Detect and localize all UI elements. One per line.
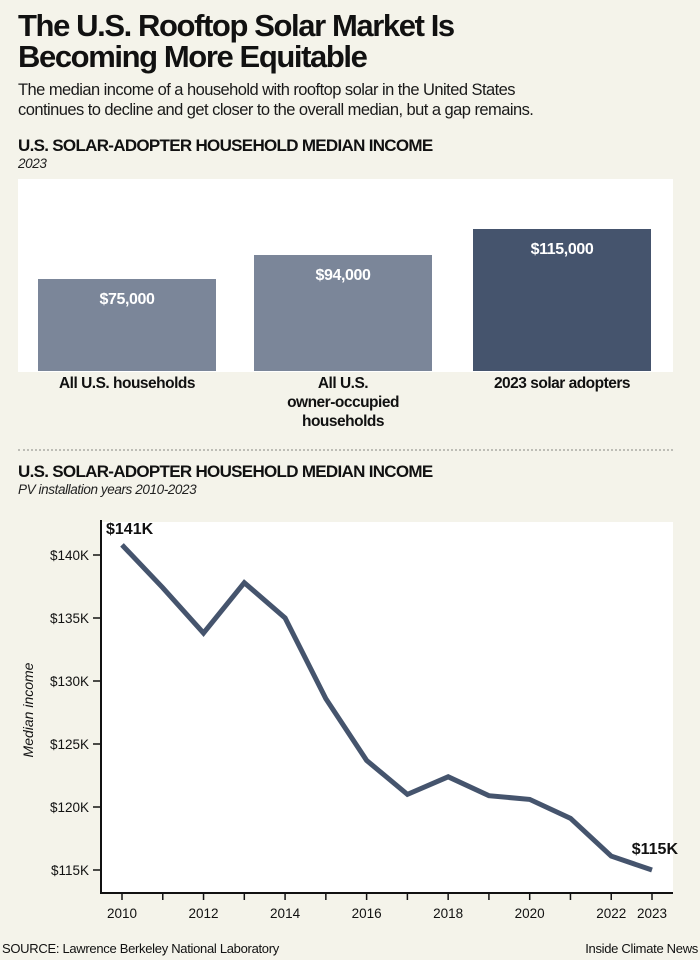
bar-category-label: 2023 solar adopters <box>453 374 671 393</box>
line-chart-subtitle: PV installation years 2010-2023 <box>18 482 197 497</box>
y-tick-label: $140K <box>50 548 89 563</box>
bar-category-line: All U.S. <box>317 375 369 392</box>
x-axis-ticks: 2010 2012 2014 2016 2018 2020 2022 2023 <box>107 893 667 921</box>
section-divider <box>18 449 673 451</box>
series-points <box>121 544 653 871</box>
title-line-1: The U.S. Rooftop Solar Market Is <box>18 8 455 43</box>
y-axis-ticks: $115K $120K $125K $130K $135K $140K <box>50 548 101 878</box>
bar-1: $75,000 <box>38 278 216 371</box>
bar-value-label: $115,000 <box>530 241 594 259</box>
bar-2: $94,000 <box>254 255 432 371</box>
bar-3: $115,000 <box>473 229 651 371</box>
annotations: $141K $115K <box>106 521 678 858</box>
page-subtitle: The median income of a household with ro… <box>18 80 698 120</box>
source-note: SOURCE: Lawrence Berkeley National Labor… <box>2 941 279 956</box>
line-chart: $115K$120K$125K$130K$135K$140K 2010 2012 2… <box>20 520 678 921</box>
line-chart-title: U.S. SOLAR-ADOPTER HOUSEHOLD MEDIAN INCO… <box>18 462 433 481</box>
y-axis-label: Median income <box>20 662 36 757</box>
y-tick-label: $115K <box>51 863 89 878</box>
subtitle-line-2: continues to decline and get closer to t… <box>18 101 534 119</box>
y-tick-label: $125K <box>50 737 89 752</box>
series-line <box>120 543 653 873</box>
x-tick-label: 2010 <box>107 906 137 921</box>
x-tick-label: 2023 <box>637 906 667 921</box>
bar-chart: $75,000 All U.S. households $94,000 All U.S… <box>0 0 700 440</box>
bar-value-label: $94,000 <box>315 267 371 285</box>
bar-category-line: households <box>302 413 384 430</box>
line-chart-panel <box>101 522 673 893</box>
bar-category-line: All U.S. households <box>58 375 196 392</box>
bar-chart-title: U.S. SOLAR-ADOPTER HOUSEHOLD MEDIAN INCO… <box>18 136 433 155</box>
subtitle-line-1: The median income of a household with ro… <box>18 81 516 99</box>
page-title: The U.S. Rooftop Solar Market Is Becomin… <box>18 10 688 72</box>
bar-category-line: owner-occupied <box>287 394 399 411</box>
y-tick-label: $120K <box>50 800 89 815</box>
bar-category-label: All U.S. households <box>18 374 236 393</box>
title-line-2: Becoming More Equitable <box>18 39 368 74</box>
x-tick-label: 2014 <box>270 906 301 921</box>
bar-category-label: All U.S. owner-occupied households <box>234 374 452 431</box>
bar-category-line: 2023 solar adopters <box>493 375 631 392</box>
bar-value-label: $75,000 <box>99 290 155 308</box>
y-tick-label: $130K <box>50 674 89 689</box>
x-tick-label: 2022 <box>596 906 626 921</box>
x-tick-label: 2018 <box>433 906 463 921</box>
bar-chart-subtitle: 2023 <box>18 156 47 171</box>
start-value-label: $141K <box>106 521 154 538</box>
y-tick-label: $135K <box>50 611 89 626</box>
x-tick-label: 2012 <box>189 906 219 921</box>
end-value-label: $115K <box>632 841 679 858</box>
x-tick-label: 2020 <box>515 906 545 921</box>
publisher-credit: Inside Climate News <box>585 941 698 956</box>
x-tick-label: 2016 <box>352 906 382 921</box>
